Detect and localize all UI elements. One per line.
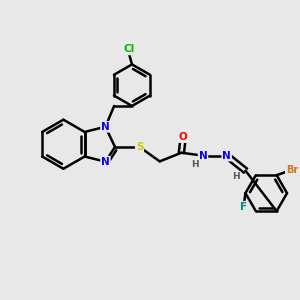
Text: N: N — [101, 157, 110, 167]
Text: Cl: Cl — [124, 44, 135, 54]
Text: N: N — [199, 151, 207, 160]
Text: N: N — [101, 122, 110, 132]
Text: O: O — [178, 132, 187, 142]
Text: F: F — [241, 202, 248, 212]
Text: Br: Br — [286, 165, 298, 175]
Text: S: S — [136, 142, 143, 152]
Text: H: H — [232, 172, 240, 181]
Text: H: H — [191, 160, 199, 169]
Text: N: N — [222, 151, 231, 160]
